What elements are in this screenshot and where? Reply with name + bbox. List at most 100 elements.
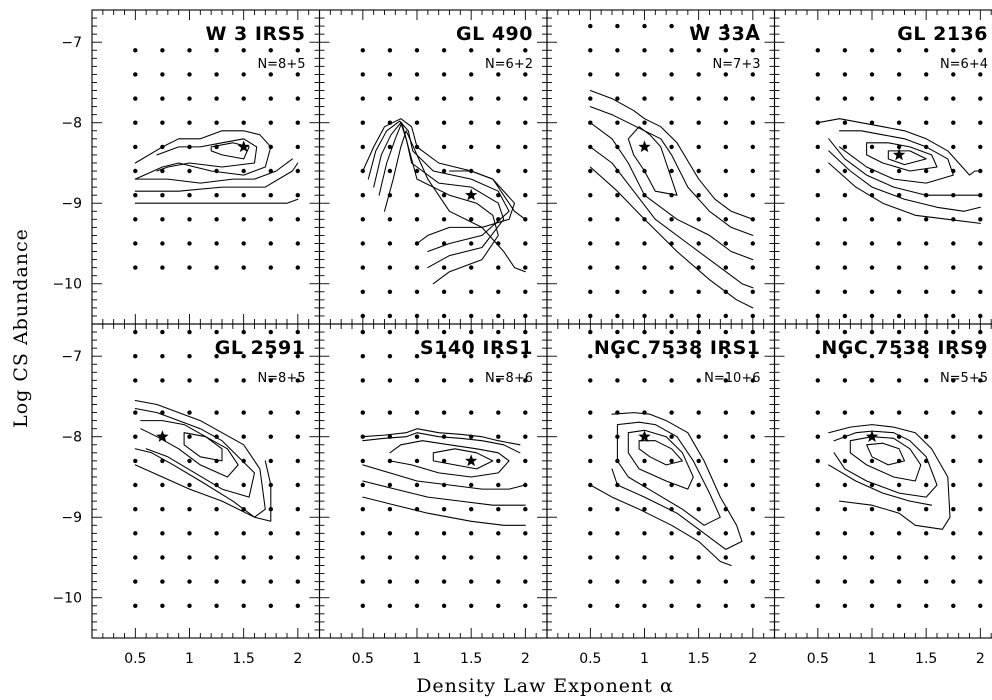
grid-point [214,378,219,383]
grid-point [133,410,138,415]
y-tick-label: −10 [52,277,82,293]
x-tick-label: 1.5 [233,651,255,667]
grid-point [696,193,701,198]
grid-point [160,458,165,464]
grid-point [696,603,701,608]
grid-point [978,354,983,359]
grid-point [414,120,420,125]
grid-point [241,507,246,512]
contour-line [866,142,938,172]
best-fit-star [156,430,169,442]
grid-point [387,329,393,335]
grid-point [241,603,246,608]
grid-point [696,507,701,512]
grid-point [896,531,902,536]
contour-group [134,130,299,204]
contour-line [627,126,678,196]
panel-n-label: N=6+4 [940,57,988,72]
grid-point [441,458,447,464]
grid-point [241,579,246,584]
grid-point [441,289,447,294]
grid-point [723,217,728,222]
grid-point [441,507,447,512]
grid-point [187,555,192,560]
grid-point [295,168,300,174]
grid-point [750,144,755,150]
grid-point [723,289,728,294]
grid-point [160,555,165,560]
grid-point [414,410,420,415]
x-tick-label: 2 [748,651,757,667]
grid-point [414,603,420,608]
grid-point [469,354,474,359]
grid-point [387,168,393,174]
contour-line [589,89,754,220]
grid-point [133,144,138,150]
contour-line [828,424,951,530]
grid-point [723,265,728,270]
grid-point [896,329,902,335]
grid-point [723,96,728,101]
grid-point [360,241,365,246]
grid-point [815,193,820,198]
grid-point [588,48,593,53]
grid-point [360,48,365,53]
contour-line [134,407,256,498]
grid-point [387,410,393,415]
grid-point [896,410,902,415]
grid-point [869,313,875,319]
grid-point [750,378,755,383]
grid-point [924,193,929,198]
grid-point [469,329,474,335]
grid-point [615,72,620,77]
grid-point [896,603,902,608]
grid-point [187,579,192,584]
contour-line [866,442,906,466]
grid-point [642,410,647,415]
contour-group [134,399,272,522]
grid-point [387,193,393,198]
grid-point [815,313,820,319]
grid-point [496,217,501,222]
x-tick-label: 0.5 [124,651,146,667]
grid-point [815,579,820,584]
grid-point [696,555,701,560]
panel-n-label: N=5+5 [940,371,988,386]
grid-point [669,48,674,53]
grid-point [842,168,848,174]
grid-point [924,96,929,101]
contour-line [140,420,239,478]
grid-point [414,217,420,222]
grid-point [469,555,474,560]
grid-point [924,434,929,439]
grid-point [842,289,848,294]
grid-point [815,96,820,101]
grid-point [360,120,365,125]
grid-point [295,603,300,608]
grid-point [295,507,300,512]
grid-point [815,410,820,415]
x-tick-label: 0.5 [579,651,601,667]
grid-point [160,507,165,512]
grid-point [360,378,365,383]
grid-point [642,579,647,584]
grid-point [241,217,246,222]
grid-point [295,434,300,439]
grid-point [615,313,620,319]
grid-point [523,265,528,270]
grid-point [268,555,273,560]
grid-point [615,329,620,335]
grid-point [669,193,674,198]
grid-point [588,603,593,608]
contour-line [362,496,526,526]
grid-point [523,482,528,488]
grid-point [723,144,728,150]
grid-point [815,217,820,222]
grid-point [414,313,420,319]
grid-point [750,507,755,512]
grid-point [588,531,593,536]
grid-point [951,603,956,608]
grid-point [496,48,501,53]
grid-point [723,603,728,608]
x-tick-label: 1.5 [460,651,482,667]
